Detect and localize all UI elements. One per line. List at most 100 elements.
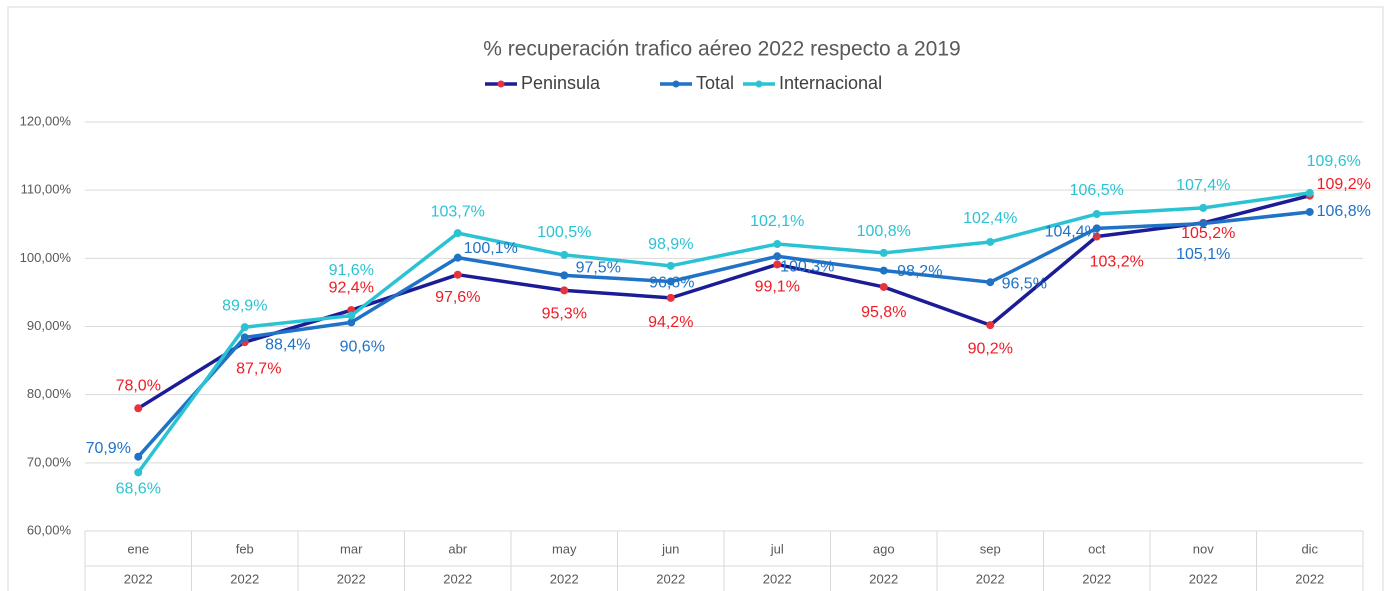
legend-label: Peninsula xyxy=(521,73,601,93)
data-point xyxy=(453,253,462,262)
y-tick-label: 90,00% xyxy=(27,318,72,333)
data-point xyxy=(666,293,675,302)
x-tick-year: 2022 xyxy=(869,571,898,586)
x-tick-year: 2022 xyxy=(337,571,366,586)
legend-label: Internacional xyxy=(779,73,882,93)
data-point xyxy=(134,468,143,477)
data-label: 105,1% xyxy=(1176,246,1230,263)
series-line xyxy=(136,210,1310,458)
x-tick-label: feb xyxy=(236,541,254,556)
y-tick-label: 80,00% xyxy=(27,386,72,401)
series-line xyxy=(136,191,1310,474)
x-tick-label: mar xyxy=(340,541,363,556)
x-tick-label: ago xyxy=(873,541,895,556)
data-point xyxy=(1199,219,1208,228)
data-point xyxy=(134,452,143,461)
x-tick-year: 2022 xyxy=(1295,571,1324,586)
data-label: 100,1% xyxy=(464,240,518,257)
x-tick-label: nov xyxy=(1193,541,1214,556)
data-point xyxy=(240,323,249,332)
data-label: 102,1% xyxy=(750,213,804,230)
data-point xyxy=(773,260,782,269)
data-point xyxy=(879,248,888,257)
y-tick-label: 100,00% xyxy=(20,250,72,265)
x-tick-year: 2022 xyxy=(1189,571,1218,586)
data-label: 105,2% xyxy=(1181,225,1235,242)
x-tick-label: jul xyxy=(770,541,784,556)
x-tick-year: 2022 xyxy=(124,571,153,586)
data-point xyxy=(134,404,143,413)
x-tick-year: 2022 xyxy=(656,571,685,586)
x-tick-year: 2022 xyxy=(1082,571,1111,586)
data-point xyxy=(773,252,782,261)
x-tick-year: 2022 xyxy=(443,571,472,586)
legend-marker xyxy=(672,80,680,88)
data-label: 90,2% xyxy=(968,340,1013,357)
legend-label: Total xyxy=(696,73,734,93)
data-label: 90,6% xyxy=(340,339,385,356)
data-label: 95,8% xyxy=(861,304,906,321)
data-point xyxy=(879,266,888,275)
data-point xyxy=(986,237,995,246)
data-label: 104,4% xyxy=(1045,224,1099,241)
data-label: 97,6% xyxy=(435,289,480,306)
x-tick-label: may xyxy=(552,541,577,556)
data-point xyxy=(1305,188,1314,197)
y-tick-label: 110,00% xyxy=(21,182,72,197)
series-line xyxy=(137,193,1311,410)
data-label: 89,9% xyxy=(222,297,267,314)
data-label: 99,1% xyxy=(755,279,800,296)
data-point xyxy=(1092,232,1101,241)
y-tick-label: 120,00% xyxy=(20,113,72,128)
data-label: 68,6% xyxy=(116,481,161,498)
x-tick-label: jun xyxy=(661,541,679,556)
data-label: 95,3% xyxy=(542,306,587,323)
data-label: 96,5% xyxy=(1002,275,1047,292)
data-point xyxy=(347,311,356,320)
data-label: 100,3% xyxy=(780,259,834,276)
data-point xyxy=(560,286,569,295)
data-label: 106,5% xyxy=(1070,182,1124,199)
data-point xyxy=(1305,207,1314,216)
x-tick-year: 2022 xyxy=(976,571,1005,586)
data-point xyxy=(986,321,995,330)
data-label: 98,9% xyxy=(648,236,693,253)
data-point xyxy=(1199,203,1208,212)
data-point xyxy=(986,278,995,287)
data-label: 97,5% xyxy=(576,260,621,277)
data-point xyxy=(347,318,356,327)
data-label: 88,4% xyxy=(265,337,310,354)
x-tick-label: ene xyxy=(127,541,149,556)
data-label: 109,2% xyxy=(1317,176,1371,193)
data-point xyxy=(453,270,462,279)
data-point xyxy=(240,333,249,342)
y-tick-label: 70,00% xyxy=(27,454,72,469)
x-tick-year: 2022 xyxy=(230,571,259,586)
data-label: 87,7% xyxy=(236,360,281,377)
data-point xyxy=(453,229,462,238)
x-tick-label: sep xyxy=(980,541,1001,556)
y-tick-label: 60,00% xyxy=(27,522,72,537)
data-label: 92,4% xyxy=(329,279,374,296)
data-label: 106,8% xyxy=(1317,203,1371,220)
data-label: 96,6% xyxy=(649,275,694,292)
x-tick-label: oct xyxy=(1088,541,1106,556)
data-label: 100,8% xyxy=(857,223,911,240)
x-tick-year: 2022 xyxy=(550,571,579,586)
data-point xyxy=(1092,210,1101,219)
x-tick-label: abr xyxy=(448,541,467,556)
data-label: 102,4% xyxy=(963,210,1017,227)
data-point xyxy=(1092,224,1101,233)
data-label: 100,5% xyxy=(537,224,591,241)
data-point xyxy=(560,250,569,259)
data-point xyxy=(666,261,675,270)
data-point xyxy=(560,271,569,280)
data-label: 91,6% xyxy=(329,262,374,279)
legend-marker xyxy=(497,80,505,88)
legend-marker xyxy=(755,80,763,88)
data-label: 103,2% xyxy=(1090,254,1144,271)
data-label: 70,9% xyxy=(86,440,131,457)
x-tick-label: dic xyxy=(1301,541,1318,556)
chart-title: % recuperación trafico aéreo 2022 respec… xyxy=(483,38,960,61)
